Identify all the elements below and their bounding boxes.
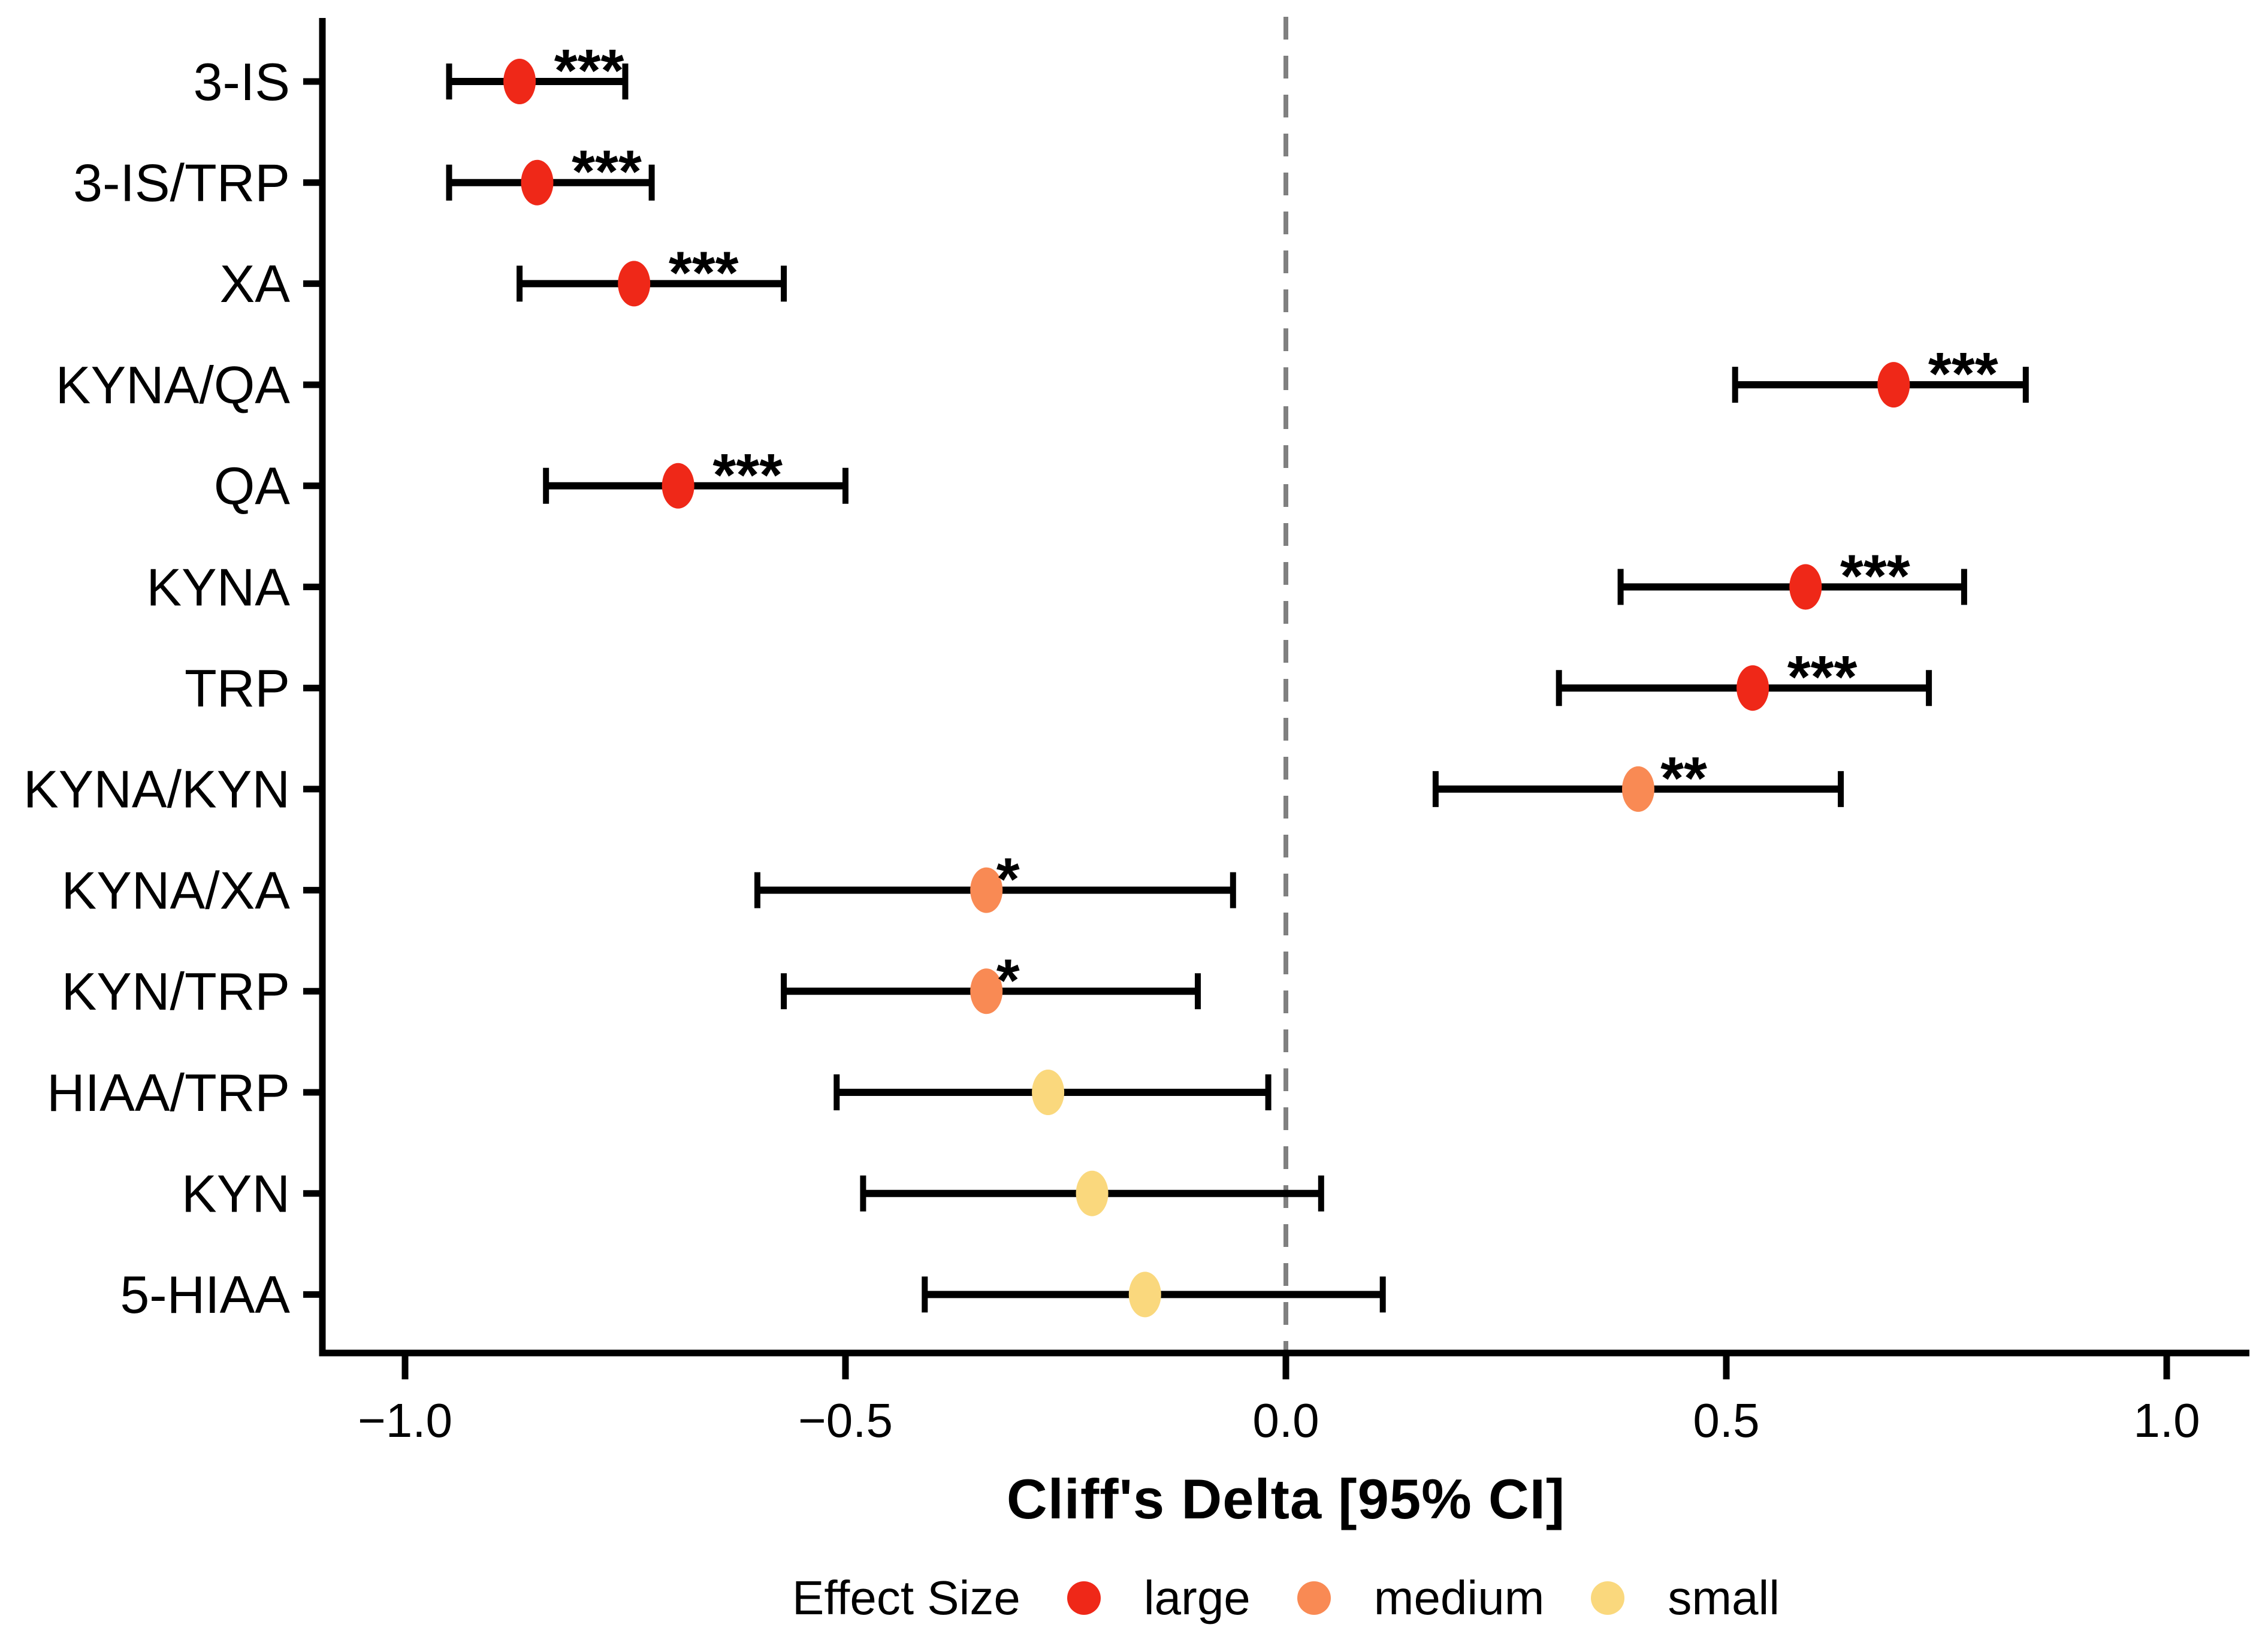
category-label: KYN (182, 1164, 290, 1224)
significance-stars: *** (1787, 644, 1858, 711)
x-tick-label: 0.0 (1252, 1394, 1319, 1447)
effect-size-point (1076, 1170, 1109, 1216)
category-label: QA (214, 457, 290, 516)
effect-size-point (1877, 362, 1910, 408)
x-tick-label: 1.0 (2133, 1394, 2200, 1447)
significance-stars: ** (1660, 745, 1707, 812)
effect-size-point (1622, 766, 1654, 812)
effect-size-point (521, 159, 554, 206)
legend-item-small: small (1591, 1571, 1780, 1626)
effect-size-point (503, 59, 536, 104)
category-label: KYNA (146, 557, 290, 617)
effect-size-point (1032, 1070, 1065, 1115)
legend-label-medium: medium (1373, 1571, 1545, 1624)
significance-stars: *** (1840, 543, 1910, 610)
category-label: KYN/TRP (62, 962, 290, 1021)
effect-size-point (970, 968, 1003, 1014)
effect-size-point (1128, 1272, 1161, 1318)
category-label: HIAA/TRP (47, 1063, 290, 1122)
x-tick-label: 0.5 (1693, 1394, 1759, 1447)
x-axis-title: Cliff's Delta [95% CI] (1006, 1467, 1566, 1530)
effect-size-point (970, 867, 1003, 913)
x-tick-label: −1.0 (358, 1394, 452, 1447)
significance-stars: *** (554, 37, 624, 104)
legend-label-large: large (1143, 1571, 1251, 1624)
effect-size-point (618, 261, 651, 307)
category-label: 3-IS (194, 52, 290, 111)
large-effect-dot-icon (1067, 1581, 1101, 1615)
category-label: KYNA/QA (56, 355, 291, 415)
significance-stars: *** (712, 442, 783, 509)
significance-stars: *** (669, 239, 739, 306)
category-label: TRP (185, 659, 290, 718)
category-label: 3-IS/TRP (73, 153, 290, 213)
small-effect-dot-icon (1591, 1581, 1625, 1615)
legend-item-large: large (1067, 1571, 1251, 1626)
x-tick-label: −0.5 (798, 1394, 893, 1447)
legend-item-medium: medium (1297, 1571, 1545, 1626)
category-label: KYNA/XA (62, 860, 291, 920)
significance-stars: *** (572, 138, 642, 206)
significance-stars: * (996, 846, 1020, 913)
legend-title: Effect Size (792, 1571, 1020, 1624)
category-label: KYNA/KYN (23, 760, 290, 819)
effect-size-point (1736, 665, 1769, 711)
effect-size-point (1789, 564, 1822, 610)
significance-stars: * (996, 947, 1020, 1014)
significance-stars: *** (1928, 340, 1998, 407)
medium-effect-dot-icon (1297, 1581, 1331, 1615)
category-label: XA (220, 254, 291, 313)
effect-size-point (662, 463, 694, 509)
legend-label-small: small (1668, 1571, 1780, 1624)
legend: Effect Size large medium small (322, 1553, 2249, 1643)
category-label: 5-HIAA (120, 1265, 290, 1324)
